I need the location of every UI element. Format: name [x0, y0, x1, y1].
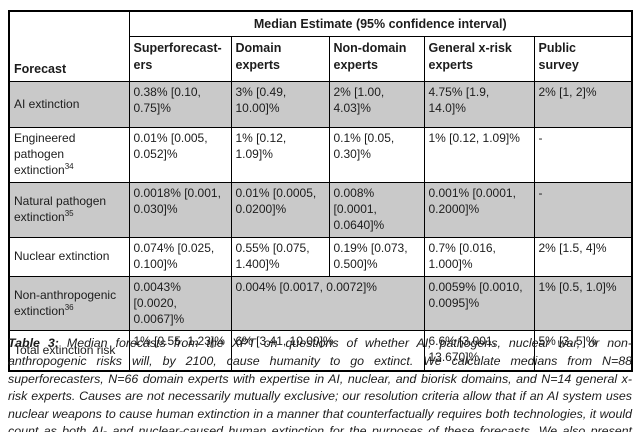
table-cell: 0.001% [0.0001, 0.2000]%: [423, 181, 535, 238]
footnote-ref: 36: [64, 302, 74, 312]
row-label: Engineered pathogen extinction34: [8, 127, 130, 183]
table-cell: 0.19% [0.073, 0.500]%: [328, 236, 425, 277]
table-caption-text: Median forecasts from the XPT on questio…: [8, 336, 632, 432]
table-row-non-anthropogenic-extinction: Non-anthropogenic extinction36 0.0043% […: [8, 275, 633, 332]
table-cell: 1% [0.55, 1.23]%: [128, 330, 232, 372]
table-cell: 3% [0.49, 10.00]%: [230, 81, 330, 128]
row-label-text: Total extinction risk: [14, 342, 116, 357]
table-cell-merged: 0.004% [0.0017, 0.0072]%: [230, 275, 425, 332]
footnote-ref: 35: [64, 208, 74, 218]
table-cell: 0.01% [0.005, 0.052]%: [128, 127, 232, 183]
row-label: Total extinction risk: [8, 330, 130, 372]
table-cell: -: [533, 181, 633, 238]
row-label-text: AI extinction: [14, 96, 80, 111]
row-label: Nuclear extinction: [8, 236, 130, 277]
table-row-natural-pathogen-extinction: Natural pathogen extinction35 0.0018% [0…: [8, 181, 633, 238]
table-cell: 4.75% [1.9, 14.0]%: [423, 81, 535, 128]
table-caption: Table 3: Median forecasts from the XPT o…: [8, 335, 632, 432]
table-cell: 5% [3, 5]%: [533, 330, 633, 372]
forecast-column-header: Forecast: [8, 10, 130, 82]
column-header-general-x-risk-experts: General x-risk experts: [423, 36, 535, 82]
row-label-text: Non-anthropogenic extinction: [14, 287, 117, 318]
column-header-non-domain-experts: Non-domain experts: [328, 36, 425, 82]
forecast-table: Forecast Median Estimate (95% confidence…: [8, 10, 634, 372]
table-cell-merged: 6% [3.41, 10.00]%: [230, 330, 425, 372]
header-row-group: Forecast Median Estimate (95% confidence…: [8, 10, 633, 82]
table-cell: -: [533, 127, 633, 183]
header-row-columns: Superforecast- ers Domain experts Non-do…: [9, 36, 633, 82]
table-cell: 0.01% [0.0005, 0.0200]%: [230, 181, 330, 238]
row-label-text: Natural pathogen extinction: [14, 193, 107, 224]
table-cell: 1% [0.12, 1.09]%: [230, 127, 330, 183]
table-cell: 0.008% [0.0001, 0.0640]%: [328, 181, 425, 238]
table-cell: 0.1% [0.05, 0.30]%: [328, 127, 425, 183]
row-label: AI extinction: [8, 81, 130, 128]
row-label-text: Engineered pathogen extinction: [14, 131, 76, 177]
row-label: Non-anthropogenic extinction36: [8, 275, 130, 332]
table-cell: 0.0059% [0.0010, 0.0095]%: [423, 275, 535, 332]
table-cell: 0.55% [0.075, 1.400]%: [230, 236, 330, 277]
table-cell: 2% [1.5, 4]%: [533, 236, 633, 277]
table-cell: 2% [1, 2]%: [533, 81, 633, 128]
table-caption-label: Table 3:: [8, 336, 59, 351]
table-cell: 0.38% [0.10, 0.75]%: [128, 81, 232, 128]
table-cell: 1% [0.5, 1.0]%: [533, 275, 633, 332]
table-row-nuclear-extinction: Nuclear extinction 0.074% [0.025, 0.100]…: [8, 236, 633, 277]
table-cell: 1% [0.12, 1.09]%: [423, 127, 535, 183]
table-cell: 2% [1.00, 4.03]%: [328, 81, 425, 128]
table-row-engineered-pathogen-extinction: Engineered pathogen extinction34 0.01% […: [8, 127, 633, 183]
column-header-public-survey: Public survey: [533, 36, 633, 82]
group-header-median-estimate: Median Estimate (95% confidence interval…: [128, 10, 633, 37]
table-row-ai-extinction: AI extinction 0.38% [0.10, 0.75]% 3% [0.…: [8, 81, 633, 128]
column-header-domain-experts: Domain experts: [230, 36, 330, 82]
table-cell: 0.074% [0.025, 0.100]%: [128, 236, 232, 277]
footnote-ref: 34: [64, 161, 74, 171]
row-label: Natural pathogen extinction35: [8, 181, 130, 238]
row-label-text: Nuclear extinction: [14, 248, 110, 263]
table-cell: 0.0043% [0.0020, 0.0067]%: [128, 275, 232, 332]
column-header-superforecasters: Superforecast- ers: [128, 36, 232, 82]
table-cell: 0.7% [0.016, 1.000]%: [423, 236, 535, 277]
table-cell: 0.0018% [0.001, 0.030]%: [128, 181, 232, 238]
table-row-total-extinction-risk: Total extinction risk 1% [0.55, 1.23]% 6…: [8, 330, 633, 372]
